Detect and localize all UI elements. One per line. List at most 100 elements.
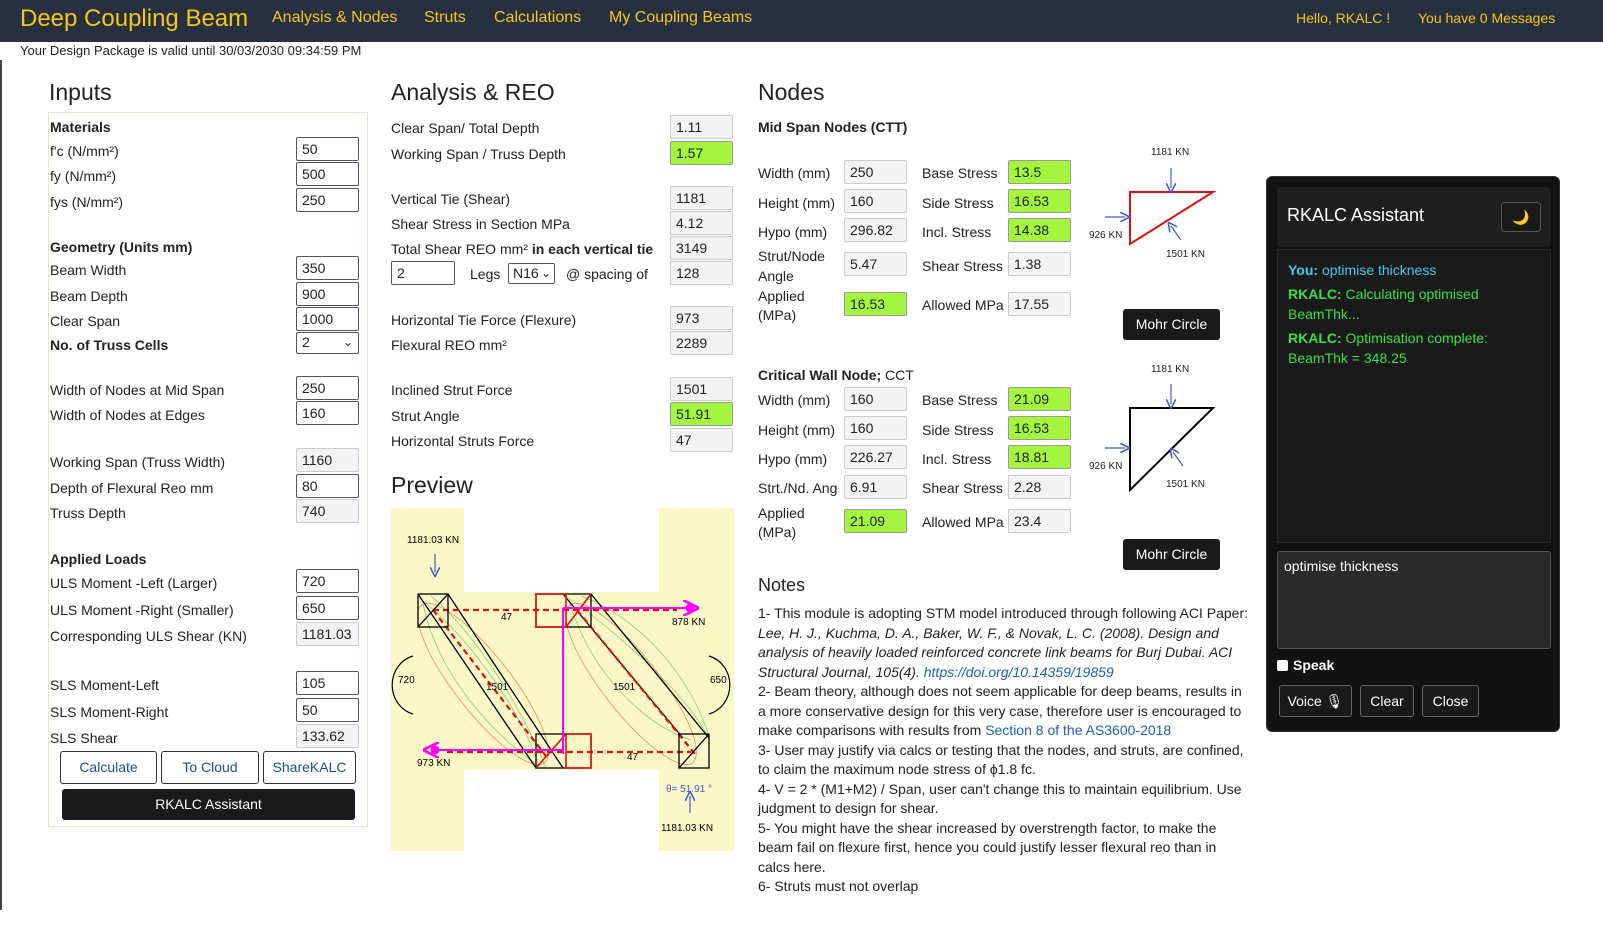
mid-nodes-heading: Mid Span Nodes (CTT) <box>758 119 908 135</box>
calculate-button[interactable]: Calculate <box>60 751 157 784</box>
mid-node-top-label: 1181 KN <box>1151 147 1189 158</box>
sls-shear-label: SLS Shear <box>50 730 118 746</box>
wall-mohr-circle-button[interactable]: Mohr Circle <box>1123 539 1220 570</box>
vertical-tie-label: Vertical Tie (Shear) <box>391 191 511 207</box>
assistant-panel: RKALC Assistant 🌙 You: optimise thicknes… <box>1266 176 1560 732</box>
clear-span-input[interactable]: 1000 <box>296 307 359 331</box>
fc-input[interactable]: 50 <box>296 137 359 161</box>
rkalc-assistant-button[interactable]: RKALC Assistant <box>62 789 355 820</box>
wall-node-top-label: 1181 KN <box>1151 364 1189 375</box>
nav-struts[interactable]: Struts <box>424 9 466 26</box>
wall-shear-value: 2.28 <box>1008 475 1071 499</box>
wall-height-label: Height (mm) <box>758 422 836 438</box>
mid-shear-label: Shear Stress <box>922 258 1003 274</box>
voice-button[interactable]: Voice 🎙 <box>1279 685 1352 717</box>
mid-base-value: 13.5 <box>1008 160 1071 184</box>
mid-mohr-circle-button[interactable]: Mohr Circle <box>1123 309 1220 340</box>
speak-checkbox[interactable] <box>1277 660 1288 671</box>
beam-depth-input[interactable]: 900 <box>296 282 359 306</box>
chat-text: Calculating optimised BeamThk... <box>1288 286 1479 322</box>
assistant-chat-log: You: optimise thickness RKALC: Calculati… <box>1277 249 1551 543</box>
mid-node-right-arrow <box>1171 226 1182 241</box>
mid-base-label: Base Stress <box>922 165 998 181</box>
wall-applied-label-2: (MPa) <box>758 524 797 540</box>
fy-label: fy (N/mm²) <box>50 168 117 184</box>
chat-sender: You: <box>1288 262 1319 278</box>
beam-width-input[interactable]: 350 <box>296 256 359 280</box>
fy-input[interactable]: 500 <box>296 162 359 186</box>
doi-link[interactable]: https://doi.org/10.14359/19859 <box>923 663 1114 680</box>
moon-icon[interactable]: 🌙 <box>1501 202 1541 232</box>
fys-input[interactable]: 250 <box>296 188 359 212</box>
wall-base-label: Base Stress <box>922 392 998 408</box>
close-button[interactable]: Close <box>1422 685 1479 717</box>
top-load-label: 1181.03 KN <box>407 535 459 546</box>
vertical-tie-value: 1181 <box>670 186 733 210</box>
nav-calculations[interactable]: Calculations <box>494 9 582 26</box>
flex-depth-input[interactable]: 80 <box>296 474 359 498</box>
clear-button[interactable]: Clear <box>1360 685 1414 717</box>
bar-size-select[interactable]: N16 ⌄ <box>508 263 555 284</box>
strut-bottles <box>417 602 697 766</box>
note-1-citation: Lee, H. J., Kuchma, D. A., Baker, W. F.,… <box>758 624 1233 680</box>
notes-body: 1- This module is adopting STM model int… <box>758 604 1250 897</box>
legs-input[interactable]: 2 <box>391 261 455 285</box>
chat-message-bot: RKALC: Calculating optimised BeamThk... <box>1288 284 1538 324</box>
mid-node-right-label: 1501 KN <box>1166 249 1205 260</box>
note-2-text: 2- Beam theory, although does not seem a… <box>758 683 1242 738</box>
preview-title: Preview <box>391 472 473 498</box>
brand-title[interactable]: Deep Coupling Beam <box>20 5 249 32</box>
moment-right-label: 650 <box>710 675 727 686</box>
uls-shear-value: 1181.03 <box>296 622 359 646</box>
inputs-panel <box>48 112 368 827</box>
wall-heading-suffix: CCT <box>881 367 914 383</box>
flex-reo-label: Flexural REO mm² <box>391 337 507 353</box>
notes-title: Notes <box>758 575 806 595</box>
right-tie-label: 878 KN <box>672 617 705 628</box>
wall-incl-value: 18.81 <box>1008 445 1071 469</box>
wall-allowed-value: 23.4 <box>1008 509 1071 533</box>
working-span-value: 1160 <box>296 448 359 472</box>
sharekalc-button[interactable]: ShareKALC <box>263 751 356 784</box>
wall-node-diagram: 1181 KN 926 KN 1501 KN <box>1089 364 1216 493</box>
wall-width-value: 160 <box>844 387 907 411</box>
assistant-prompt-textarea[interactable]: optimise thickness <box>1277 551 1551 649</box>
uls-left-label: ULS Moment -Left (Larger) <box>50 575 218 591</box>
speak-toggle[interactable]: Speak <box>1277 657 1334 673</box>
mid-node-left-label: 926 KN <box>1089 230 1122 241</box>
mid-allowed-label: Allowed MPa <box>922 297 1004 313</box>
nodes-mid-input[interactable]: 250 <box>296 376 359 400</box>
truss-cells-select[interactable]: 2 ⌄ <box>296 332 359 354</box>
total-shear-reo-bold: in each vertical tie <box>531 241 654 257</box>
nav-hello-user[interactable]: Hello, RKALC ! <box>1296 10 1391 26</box>
hstruts-label: Horizontal Struts Force <box>391 433 535 449</box>
sls-left-input[interactable]: 105 <box>296 671 359 695</box>
uls-left-input[interactable]: 720 <box>296 569 359 593</box>
wall-allowed-label: Allowed MPa <box>922 514 1004 530</box>
left-scroll-edge <box>0 60 2 910</box>
inputs-title: Inputs <box>49 79 112 105</box>
wall-node-right-label: 1501 KN <box>1166 479 1205 490</box>
mid-side-value: 16.53 <box>1008 189 1071 213</box>
nav-messages[interactable]: You have 0 Messages <box>1418 10 1556 26</box>
nodes-edge-input[interactable]: 160 <box>296 401 359 425</box>
geometry-heading: Geometry (Units mm) <box>50 239 193 255</box>
nav-analysis-nodes[interactable]: Analysis & Nodes <box>272 9 398 26</box>
as3600-link[interactable]: Section 8 of the AS3600-2018 <box>985 722 1172 738</box>
bottom-load-label: 1181.03 KN <box>661 823 713 834</box>
nav-my-coupling-beams[interactable]: My Coupling Beams <box>609 9 753 26</box>
wall-applied-value: 21.09 <box>844 509 907 533</box>
uls-right-input[interactable]: 650 <box>296 596 359 620</box>
spacing-label: @ spacing of <box>566 266 648 282</box>
shear-stress-value: 4.12 <box>670 211 733 235</box>
htie-value: 973 <box>670 306 733 330</box>
clear-span-depth-value: 1.11 <box>670 115 733 139</box>
truss-depth-value: 740 <box>296 499 359 523</box>
mid-node-triangle <box>1129 191 1217 246</box>
validity-text: Your Design Package is valid until 30/03… <box>20 43 362 58</box>
sls-right-input[interactable]: 50 <box>296 698 359 722</box>
chat-message-bot: RKALC: Optimisation complete: BeamThk = … <box>1288 328 1538 368</box>
wall-node-left-label: 926 KN <box>1089 461 1122 472</box>
mid-allowed-value: 17.55 <box>1008 292 1071 316</box>
to-cloud-button[interactable]: To Cloud <box>161 751 259 784</box>
